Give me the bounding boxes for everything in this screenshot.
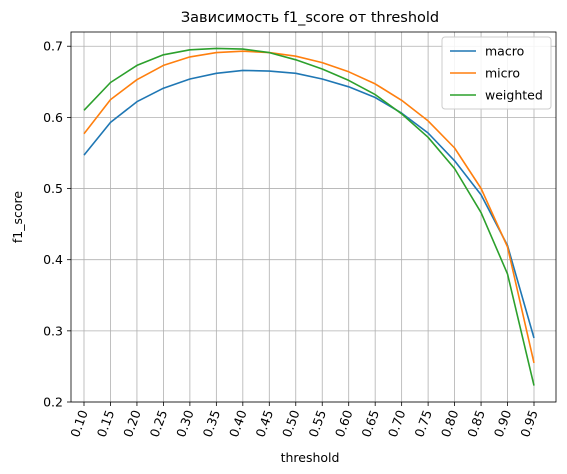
series-line-weighted [83,47,535,386]
x-tick-label: 0.95 [517,408,541,439]
x-tick-label: 0.35 [200,408,224,439]
x-tick-label: 0.40 [226,408,250,439]
series-lines [83,47,535,386]
x-tick-label: 0.60 [332,408,356,439]
x-tick-label: 0.90 [491,408,515,439]
plot-frame [70,31,557,403]
chart-title: Зависимость f1_score от threshold [181,10,439,26]
y-tick-label: 0.6 [43,110,63,125]
legend-box [441,36,552,110]
y-tick-label: 0.4 [43,252,63,267]
series-line-micro [83,50,535,364]
y-axis-label: f1_score [10,191,25,244]
x-tick-label: 0.70 [385,408,409,439]
x-tick-label: 0.65 [358,408,382,439]
y-tick-label: 0.5 [43,181,63,196]
x-tick-label: 0.25 [147,408,171,439]
x-tick-label: 0.80 [438,408,462,439]
x-axis-label: threshold [281,450,340,465]
x-tick-label: 0.85 [464,408,488,439]
legend-label: macro [485,44,524,59]
x-tick-label: 0.45 [252,408,276,439]
x-tick-label: 0.30 [173,408,197,439]
series-line-macro [83,69,535,339]
x-tick-label: 0.20 [120,408,144,439]
y-axis-ticks: 0.2 0.3 0.4 0.5 0.6 0.7 [43,39,71,410]
legend-label: micro [485,66,520,81]
legend-label: weighted [485,88,543,103]
x-axis-ticks: 0.10 0.15 0.20 0.25 0.30 0.35 0.40 0.45 0.50 0.55… [67,402,541,439]
x-tick-label: 0.15 [94,408,118,439]
x-tick-label: 0.75 [411,408,435,439]
x-tick-label: 0.10 [67,408,91,439]
y-tick-label: 0.3 [43,323,63,338]
legend: macro micro weighted [441,36,552,110]
x-tick-label: 0.50 [279,408,303,439]
y-tick-label: 0.2 [43,395,63,410]
y-tick-label: 0.7 [43,39,63,54]
x-tick-label: 0.55 [305,408,329,439]
